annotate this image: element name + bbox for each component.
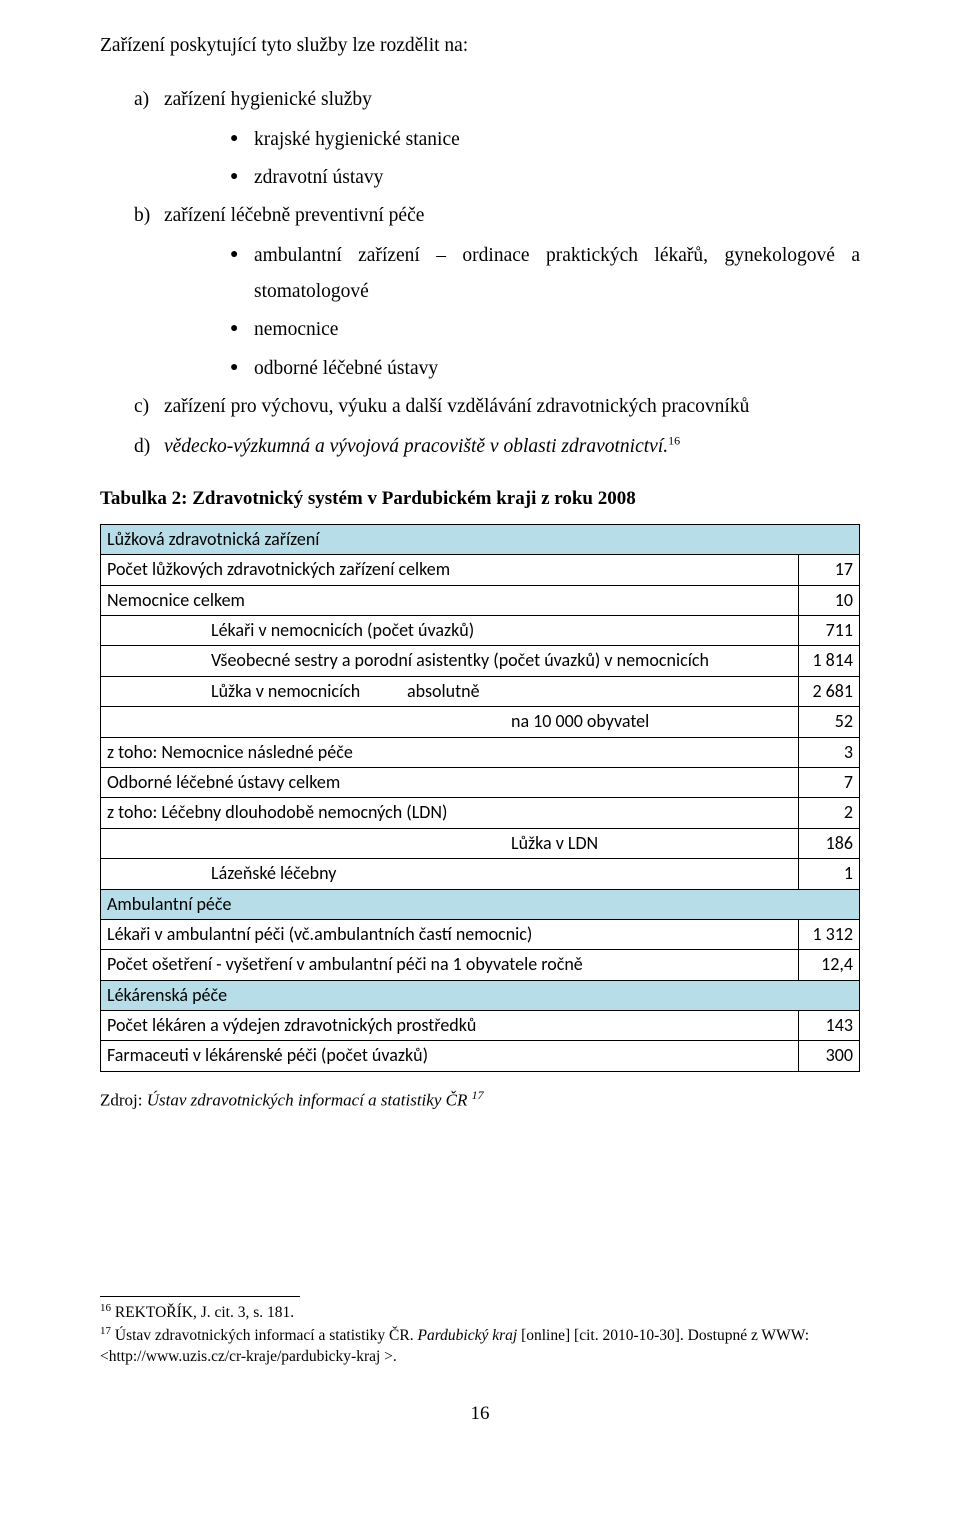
table-row: Ambulantní péče (101, 889, 860, 919)
ordered-list: a) zařízení hygienické služby ●krajské h… (100, 82, 860, 465)
data-table: Lůžková zdravotnická zařízeníPočet lůžko… (100, 524, 860, 1072)
table-row: Počet ošetření - vyšetření v ambulantní … (101, 950, 860, 980)
table-row: Všeobecné sestry a porodní asistentky (p… (101, 646, 860, 676)
table-row: Lázeňské léčebny1 (101, 859, 860, 889)
list-item-b: b) zařízení léčebně preventivní péče (134, 198, 860, 234)
list-item-d: d) vědecko-výzkumná a vývojová pracovišt… (134, 429, 860, 465)
bullet-icon: ● (230, 122, 254, 156)
footnotes: 16 REKTOŘÍK, J. cit. 3, s. 181. 17 Ústav… (100, 1301, 860, 1368)
list-text: zařízení pro výchovu, výuku a další vzdě… (164, 389, 749, 425)
intro-paragraph: Zařízení poskytující tyto služby lze roz… (100, 28, 860, 64)
bullet-item: ●zdravotní ústavy (230, 160, 860, 196)
bullet-item: ●odborné léčebné ústavy (230, 351, 860, 387)
table-row: z toho: Léčebny dlouhodobě nemocných (LD… (101, 798, 860, 828)
list-marker: c) (134, 389, 164, 425)
table-row: Lékaři v ambulantní péči (vč.ambulantníc… (101, 919, 860, 949)
bullet-icon: ● (230, 351, 254, 385)
table-source: Zdroj: Ústav zdravotnických informací a … (100, 1084, 860, 1116)
bullet-icon: ● (230, 238, 254, 272)
table-row: na 10 000 obyvatel52 (101, 707, 860, 737)
list-text: vědecko-výzkumná a vývojová pracoviště v… (164, 429, 680, 465)
bullet-item: ●krajské hygienické stanice (230, 122, 860, 158)
table-caption: Tabulka 2: Zdravotnický systém v Pardubi… (100, 481, 860, 516)
list-item-a: a) zařízení hygienické služby (134, 82, 860, 118)
footnote: 16 REKTOŘÍK, J. cit. 3, s. 181. (100, 1301, 860, 1324)
footnote-separator (100, 1296, 300, 1297)
list-text: zařízení léčebně preventivní péče (164, 198, 424, 234)
bullet-icon: ● (230, 312, 254, 346)
table-row: Lůžka v LDN186 (101, 828, 860, 858)
page-number: 16 (100, 1396, 860, 1431)
list-marker: a) (134, 82, 164, 118)
bullet-icon: ● (230, 160, 254, 194)
table-row: Lékaři v nemocnicích (počet úvazků)711 (101, 616, 860, 646)
table-row: Počet lůžkových zdravotnických zařízení … (101, 555, 860, 585)
list-marker: b) (134, 198, 164, 234)
list-text: zařízení hygienické služby (164, 82, 372, 118)
table-row: Farmaceuti v lékárenské péči (počet úvaz… (101, 1041, 860, 1071)
bullet-item: ●nemocnice (230, 312, 860, 348)
table-row: Odborné léčebné ústavy celkem7 (101, 767, 860, 797)
bullet-item: ●ambulantní zařízení – ordinace praktick… (230, 238, 860, 310)
table-row: Lůžka v nemocnicíchabsolutně2 681 (101, 676, 860, 706)
list-marker: d) (134, 429, 164, 465)
table-row: z toho: Nemocnice následné péče3 (101, 737, 860, 767)
table-row: Nemocnice celkem10 (101, 585, 860, 615)
list-item-c: c) zařízení pro výchovu, výuku a další v… (134, 389, 860, 425)
footnote: 17 Ústav zdravotnických informací a stat… (100, 1324, 860, 1368)
table-row: Počet lékáren a výdejen zdravotnických p… (101, 1011, 860, 1041)
table-row: Lůžková zdravotnická zařízení (101, 524, 860, 554)
table-row: Lékárenská péče (101, 980, 860, 1010)
